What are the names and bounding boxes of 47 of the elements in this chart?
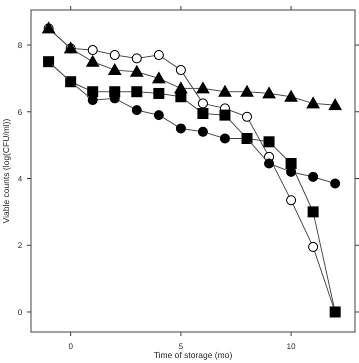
- point: [262, 86, 276, 98]
- point: [306, 96, 320, 108]
- point: [152, 72, 166, 84]
- y-tick-label: 2: [18, 241, 23, 250]
- point: [330, 178, 340, 189]
- point: [197, 108, 208, 119]
- point: [242, 112, 252, 122]
- y-tick-label: 6: [18, 108, 23, 117]
- x-axis-title: Time of storage (mo): [154, 350, 232, 360]
- x-tick-label: 5: [178, 342, 184, 351]
- point: [176, 123, 186, 134]
- point: [130, 65, 144, 77]
- x-tick-label: 10: [286, 342, 296, 351]
- point: [286, 195, 296, 206]
- point: [153, 88, 164, 99]
- point: [154, 110, 164, 120]
- y-tick-label: 4: [18, 174, 23, 184]
- point: [286, 158, 297, 169]
- point: [86, 55, 100, 67]
- point: [198, 98, 208, 108]
- point: [176, 65, 186, 76]
- point: [264, 136, 275, 148]
- point: [88, 95, 98, 106]
- point: [264, 158, 274, 168]
- point: [220, 133, 230, 144]
- x-tick-label: 0: [68, 342, 74, 351]
- point: [196, 82, 210, 94]
- point: [218, 85, 232, 97]
- point: [198, 126, 208, 137]
- point: [110, 50, 120, 60]
- y-axis-title: Viable counts (log(CFU/ml)): [1, 118, 11, 224]
- point: [132, 105, 142, 116]
- point: [308, 206, 319, 218]
- point: [132, 53, 142, 64]
- point: [175, 91, 186, 102]
- point: [284, 90, 298, 102]
- point: [88, 45, 98, 56]
- y-tick-label: 0: [18, 308, 23, 317]
- point: [219, 110, 230, 121]
- point: [240, 85, 254, 97]
- point: [154, 50, 164, 60]
- y-tick-label: 8: [18, 41, 23, 50]
- point: [131, 86, 142, 98]
- point: [328, 98, 342, 110]
- point: [108, 64, 122, 76]
- point: [308, 242, 318, 252]
- point: [308, 172, 318, 182]
